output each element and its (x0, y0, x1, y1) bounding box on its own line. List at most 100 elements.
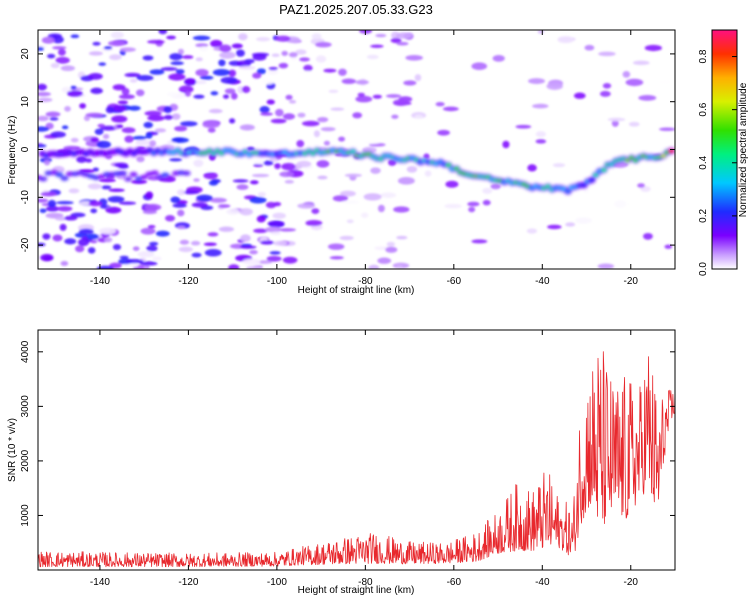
spectrogram-cell (246, 265, 262, 269)
spectrogram-cell (78, 228, 94, 235)
spectrogram-cell (588, 178, 595, 183)
colorbar: 0.0 0.2 0.4 0.6 0.8 Normalized spectral ampl… (698, 29, 749, 276)
spectrogram-cell (38, 115, 49, 122)
spectrogram-cell (100, 125, 118, 131)
spectrogram-cell (96, 140, 112, 149)
spectrogram-cell (101, 185, 112, 190)
spectrogram-cell (47, 53, 56, 59)
spectrogram-cell (88, 51, 103, 56)
spectrogram-cell (129, 171, 138, 177)
spectrogram-cell (575, 217, 592, 224)
figure-title: PAZ1.2025.207.05.33.G23 (279, 2, 433, 17)
spectrogram-cell (223, 94, 230, 99)
spectrogram-cell (219, 44, 232, 53)
spectrogram-cell (177, 48, 185, 55)
x-tick-label: -100 (267, 577, 287, 588)
spectrogram-cell (70, 34, 80, 39)
spectrogram-cell (110, 31, 124, 39)
spectrogram-cell (38, 242, 46, 247)
spectrogram-cell (275, 35, 291, 42)
spectrogram-cell (40, 191, 57, 197)
spectrogram-cell (195, 57, 203, 62)
spectrogram-cell (117, 100, 129, 105)
spectrogram-cell (599, 90, 611, 97)
spectrogram-cell (142, 209, 158, 215)
spectrogram-cell (168, 73, 186, 81)
spectrogram-cell (311, 33, 322, 40)
spectrogram-cell (242, 258, 261, 265)
spectrogram-cell (256, 36, 271, 42)
spectrogram-cell (160, 67, 178, 71)
spectrogram-cell (50, 131, 66, 138)
spectrogram-cell (90, 137, 99, 143)
colorbar-gradient (711, 29, 738, 270)
spectrogram-cell (239, 245, 257, 249)
spectrogram-cell (385, 246, 398, 253)
spectrogram-cell (142, 55, 154, 61)
spectrogram-cell (257, 191, 266, 197)
spectrogram-cell (253, 160, 267, 165)
spectrogram-cell (129, 78, 138, 83)
spectrogram-cell (38, 198, 49, 203)
spectrogram-cell (395, 32, 413, 39)
spectrogram-cell (299, 57, 310, 62)
spectrogram-cell (532, 103, 549, 109)
spectrogram-cell (355, 95, 373, 103)
spectrogram-cell (163, 106, 173, 114)
spectrogram-cell (527, 164, 537, 172)
spectrogram-cell (341, 78, 357, 85)
spectrogram-cell (108, 40, 126, 47)
spectrogram-cell (136, 75, 154, 81)
spectrogram-cell (150, 170, 159, 176)
spectrogram-cell (226, 208, 240, 215)
x-tick-label: -140 (90, 276, 110, 287)
spectrogram-cell (435, 101, 445, 107)
spectrogram-cell (60, 175, 69, 181)
spectrogram-cell (249, 249, 258, 255)
spectrogram-cell (282, 113, 296, 120)
spectrogram-cell (338, 68, 347, 76)
spectrogram-cell (38, 46, 45, 51)
spectrogram-cell (140, 227, 156, 235)
spectrogram-cell (361, 212, 369, 218)
y-tick-label: 1000 (20, 504, 31, 527)
spectrogram-cell (471, 62, 488, 71)
colorbar-tick-label: 0.6 (698, 102, 709, 116)
spectrogram-cell (239, 208, 253, 216)
spectrogram-cell (184, 91, 191, 97)
spectrogram-cell (104, 237, 113, 243)
spectrogram-cell (282, 256, 298, 264)
spectrogram-cell (181, 190, 200, 195)
spectrogram-cell (203, 172, 218, 180)
spectrogram-cell (116, 124, 124, 129)
spectrogram-cell (393, 206, 410, 213)
spectrogram-cell (61, 125, 69, 130)
spectrogram-cell (251, 173, 270, 178)
x-tick-label: -120 (178, 577, 198, 588)
spectrogram-cell (279, 171, 294, 178)
spectrogram-cell (229, 118, 236, 124)
spectrogram-cell (632, 60, 650, 66)
colorbar-label: Normalized spectral amplitude (738, 82, 749, 217)
spectrogram-cell (664, 244, 673, 249)
x-tick-label: -80 (358, 276, 373, 287)
spectrogram-cell (131, 179, 148, 185)
spectrogram-cell (40, 253, 54, 262)
spectrogram-cell (515, 124, 532, 129)
spectrogram-cell (39, 176, 48, 182)
spectrogram-cell (386, 241, 395, 247)
spectrogram-cell (139, 261, 158, 266)
spectrogram-cell (445, 180, 459, 188)
spectrogram-cell (112, 243, 122, 251)
spectrogram-cell (284, 179, 295, 184)
spectrogram-cell (260, 79, 275, 85)
spectrogram-cell (112, 84, 126, 91)
spectrogram-cell (218, 59, 226, 67)
spectrogram-cell (163, 114, 174, 120)
spectrogram-cell (55, 217, 67, 221)
spectrogram-cell (442, 106, 459, 112)
spectrogram-cell (391, 114, 399, 119)
spectrogram-cell (274, 108, 284, 117)
y-tick-label: 4000 (20, 340, 31, 363)
